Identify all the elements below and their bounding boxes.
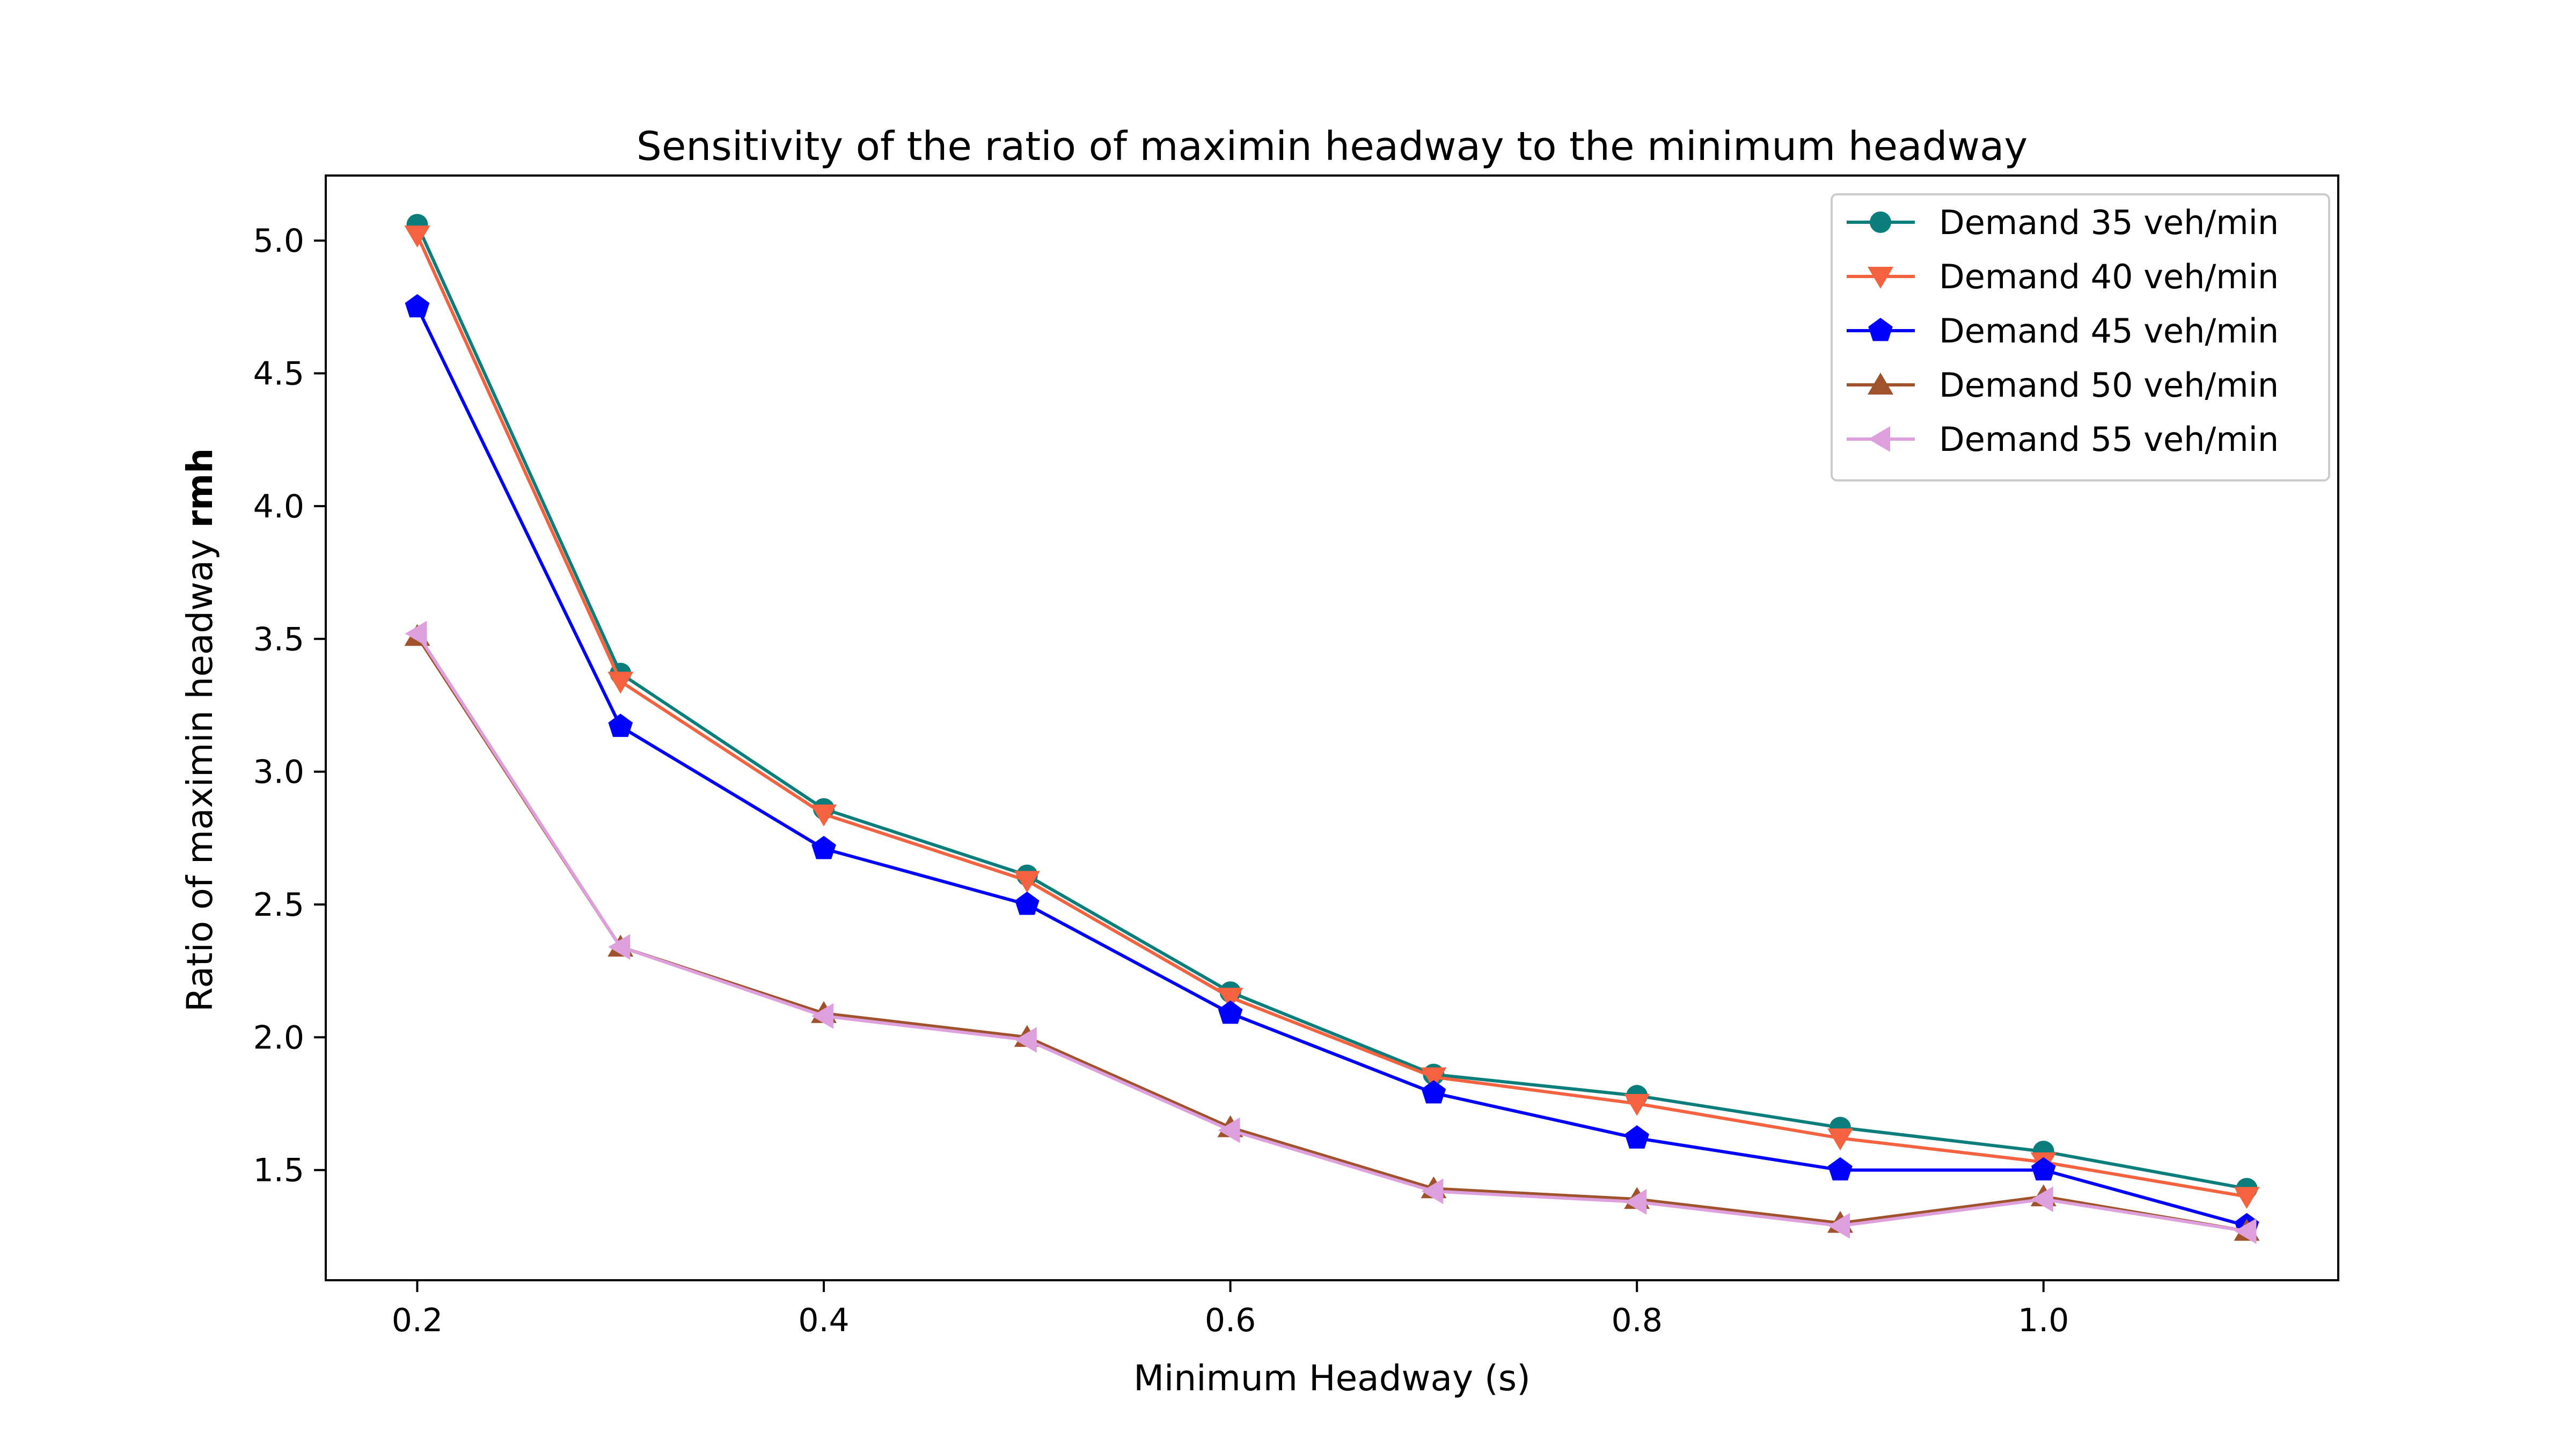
- series-line: [415, 306, 2248, 1228]
- legend-marker: [1868, 267, 1893, 289]
- legend-item: Demand 50 veh/min: [1847, 366, 2279, 405]
- data-point: [1421, 1080, 1446, 1104]
- data-point: [1014, 871, 1040, 893]
- x-axis-label: Minimum Headway (s): [1133, 1358, 1531, 1399]
- data-point: [2234, 1218, 2257, 1244]
- data-point: [1421, 1178, 1444, 1205]
- y-axis-label-bold: rmh: [179, 448, 221, 528]
- y-axis-label-text: Ratio of maximin headway: [179, 528, 221, 1012]
- y-tick-label: 3.5: [253, 621, 304, 658]
- legend-label: Demand 55 veh/min: [1939, 420, 2279, 459]
- legend: Demand 35 veh/min Demand 40 veh/min Demand…: [1831, 193, 2330, 481]
- x-tick-label: 0.6: [1205, 1302, 1256, 1339]
- x-tick-label: 0.8: [1611, 1302, 1662, 1339]
- plot-area: 0.2 0.4 0.6 0.8 1.0 1.5 2.0 2.5 3.0 3.5 4.0 4.5 5.0 D…: [253, 174, 2339, 1339]
- data-point: [1015, 1027, 1037, 1053]
- x-tick-label: 0.2: [392, 1302, 443, 1339]
- data-point: [2031, 1186, 2053, 1213]
- data-point: [1624, 1094, 1650, 1116]
- series-line: [415, 235, 2248, 1199]
- legend-label: Demand 45 veh/min: [1939, 311, 2279, 351]
- data-point: [405, 294, 430, 318]
- plot-frame: [325, 174, 2339, 1281]
- data-point: [811, 1003, 833, 1029]
- y-tick-label: 2.0: [253, 1019, 304, 1056]
- y-tick-label: 4.5: [253, 355, 304, 393]
- legend-label: Demand 40 veh/min: [1939, 257, 2279, 296]
- data-point: [1624, 1125, 1649, 1149]
- data-point: [1218, 1117, 1240, 1143]
- data-point: [608, 934, 631, 960]
- y-tick-label: 2.5: [253, 886, 304, 924]
- legend-item: Demand 55 veh/min: [1847, 420, 2279, 459]
- data-point: [2031, 1157, 2056, 1181]
- legend-box: [1831, 193, 2330, 481]
- legend-item: Demand 40 veh/min: [1847, 257, 2279, 296]
- data-point: [1624, 1189, 1647, 1215]
- legend-marker: [1868, 318, 1893, 341]
- y-axis-label: Ratio of maximin headway rmh: [179, 448, 221, 1012]
- legend-marker: [1868, 426, 1890, 452]
- y-tick-label: 5.0: [253, 222, 304, 260]
- data-point: [405, 621, 427, 647]
- series-5: [405, 621, 2257, 1244]
- legend-label: Demand 50 veh/min: [1939, 366, 2279, 405]
- legend-item: Demand 35 veh/min: [1847, 203, 2279, 242]
- data-point: [1218, 1000, 1243, 1024]
- data-point: [404, 225, 430, 248]
- data-point: [1421, 1067, 1447, 1090]
- data-point: [1217, 988, 1243, 1010]
- y-tick-label: 3.0: [253, 754, 304, 791]
- x-tick-label: 0.4: [798, 1302, 849, 1339]
- y-tick-label: 4.0: [253, 488, 304, 526]
- data-point: [1827, 1128, 1853, 1151]
- data-point: [608, 672, 634, 694]
- data-point: [811, 836, 836, 859]
- data-point: [1828, 1157, 1853, 1181]
- data-point: [2234, 1187, 2260, 1209]
- y-tick-label: 1.5: [253, 1152, 304, 1190]
- legend-label: Demand 35 veh/min: [1939, 203, 2279, 242]
- data-point: [1828, 1213, 1850, 1239]
- legend-item: Demand 45 veh/min: [1847, 311, 2279, 351]
- legend-marker: [1870, 211, 1891, 233]
- data-point: [811, 804, 837, 827]
- chart-title: Sensitivity of the ratio of maximin head…: [636, 123, 2028, 170]
- data-point: [608, 713, 633, 737]
- data-point: [1015, 892, 1040, 915]
- x-tick-label: 1.0: [2018, 1302, 2069, 1339]
- series-line: [415, 224, 2248, 1191]
- series-line: [415, 632, 2247, 1233]
- legend-marker: [1868, 373, 1893, 395]
